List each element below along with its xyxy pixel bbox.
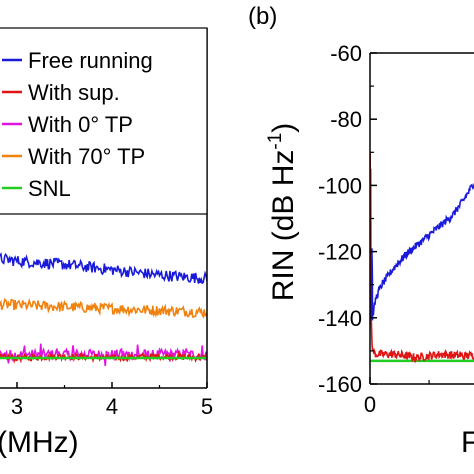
series-b-with-sup [370,152,474,364]
panel-b-ytick-label--100: -100 [318,173,362,198]
panel-b-ytick-label--80: -80 [330,107,362,132]
legend-label-0: Free running [28,48,153,73]
legend-label-2: With 0° TP [28,112,133,137]
panel-a-x-axis-label: (MHz) [0,426,79,459]
series-b-free-running [370,182,474,321]
panel-b-ytick-label--160: -160 [318,372,362,397]
panel-b-xtick-label-0: 0 [364,392,376,417]
panel-b-y-axis-label-sup: -1 [265,133,286,150]
series-a-free-running [0,252,207,285]
legend-label-4: SNL [28,176,71,201]
panel-b-ytick-label--60: -60 [330,41,362,66]
panel-a-xtick-label-5: 5 [201,394,213,419]
panel-b-ytick-label--120: -120 [318,240,362,265]
legend-label-1: With sup. [28,80,120,105]
panel-b-y-axis-label-main: RIN (dB Hz [267,150,300,302]
panel-a-xtick-label-3: 3 [11,394,23,419]
panel-a-xtick-label-4: 4 [106,394,118,419]
panel-b-plot [370,152,474,364]
panel-b-y-axis-label-close: ) [267,123,300,133]
legend-label-3: With 70° TP [28,144,145,169]
series-a-with-sup- [0,351,207,364]
panel-b-x-axis-label: F [461,426,474,459]
panel-b-y-axis-label: RIN (dB Hz-1) [265,123,300,302]
panel-b-label: (b) [248,3,277,30]
panel-a-plot [0,252,207,367]
series-a-with-70-tp [0,297,207,320]
legend-box [0,27,208,215]
panel-b-ytick-label--140: -140 [318,306,362,331]
